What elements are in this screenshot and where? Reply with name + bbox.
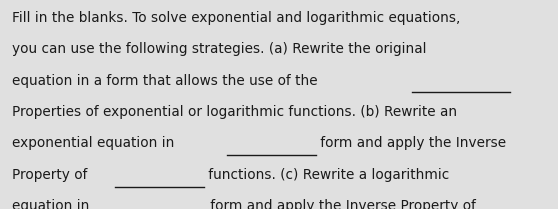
Text: functions. (c) Rewrite a logarithmic: functions. (c) Rewrite a logarithmic — [204, 168, 449, 182]
Text: form and apply the Inverse: form and apply the Inverse — [316, 136, 506, 150]
Text: equation in a form that allows the use of the: equation in a form that allows the use o… — [12, 74, 323, 88]
Text: equation in: equation in — [12, 199, 94, 209]
Text: exponential equation in: exponential equation in — [12, 136, 179, 150]
Text: you can use the following strategies. (a) Rewrite the original: you can use the following strategies. (a… — [12, 42, 427, 56]
Text: Fill in the blanks. To solve exponential and logarithmic equations,: Fill in the blanks. To solve exponential… — [12, 11, 461, 25]
Text: Properties of exponential or logarithmic functions. (b) Rewrite an: Properties of exponential or logarithmic… — [12, 105, 458, 119]
Text: Property of: Property of — [12, 168, 92, 182]
Text: form and apply the Inverse Property of: form and apply the Inverse Property of — [206, 199, 477, 209]
